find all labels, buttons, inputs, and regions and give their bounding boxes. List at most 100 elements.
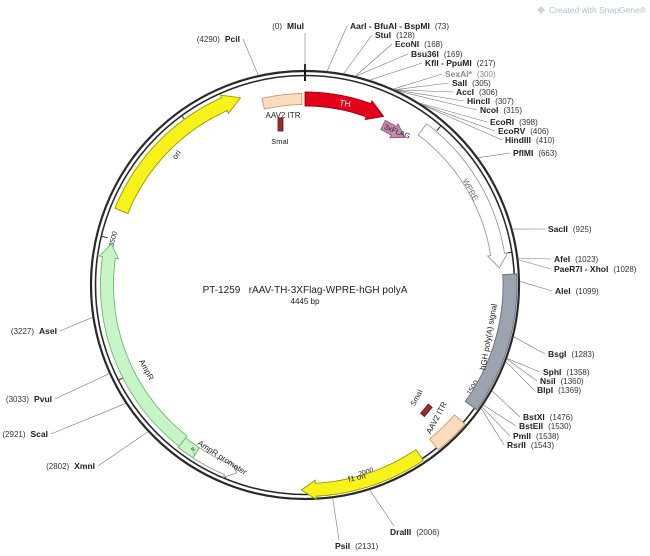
site-label: SalI (305): [452, 78, 491, 88]
map-title: PT-1259 rAAV-TH-3XFlag-WPRE-hGH polyA: [203, 285, 408, 296]
site-name: MluI: [287, 21, 304, 31]
tick-mark: [101, 235, 108, 239]
feature-shape: [300, 448, 424, 501]
feature-label: bl...: [189, 446, 199, 456]
site-name: AseI: [39, 326, 57, 336]
site-name: PmlI: [513, 431, 531, 441]
site-position: (2921): [2, 430, 25, 439]
site-name: XmnI: [74, 461, 95, 471]
site-name: NsiI: [540, 376, 556, 386]
site-connector: [481, 406, 511, 437]
site-connector: [326, 25, 348, 72]
watermark: Created with SnapGene®: [549, 5, 647, 15]
site-position: (925): [573, 225, 592, 234]
site-label: SexAI* (300): [445, 69, 496, 79]
feature: SmaI: [408, 388, 433, 418]
site-position: (1530): [548, 422, 571, 431]
site-connector: [332, 498, 340, 541]
site-label: PmlI (1538): [513, 431, 559, 441]
site-position: (1543): [531, 441, 554, 450]
feature-label: SmaI: [408, 388, 424, 408]
feature: 3xFLAG: [380, 119, 412, 141]
site-connector: [395, 89, 454, 93]
site-position: (2006): [416, 528, 439, 537]
site-connector: [50, 403, 126, 435]
site-position: (1538): [536, 432, 559, 441]
site-name: StuI: [375, 30, 391, 40]
site-position: (1360): [561, 377, 584, 386]
feature-shape: [261, 93, 303, 110]
site-connector: [369, 489, 395, 527]
site-name: AleI: [555, 286, 571, 296]
site-label: SphI (1358): [543, 367, 590, 377]
site-connector: [422, 104, 503, 141]
site-position: (3033): [6, 395, 29, 404]
site-position: (2802): [46, 462, 69, 471]
site-label: EcoRV (406): [498, 126, 549, 136]
site-label: BsgI (1283): [548, 349, 595, 359]
site-label: BstXI (1476): [523, 412, 573, 422]
site-name: AarI - BfuAI - BspMI: [350, 21, 430, 31]
site-name: SphI: [543, 367, 561, 377]
site-name: PsiI: [335, 541, 350, 551]
site-name: RsrII: [507, 440, 526, 450]
site-connector: [506, 358, 541, 373]
site-connector: [397, 90, 478, 111]
feature-shape: [98, 243, 188, 447]
site-position: (307): [495, 97, 514, 106]
tick-mark: [436, 125, 442, 131]
site-position: (2131): [355, 542, 378, 551]
site-label: (0) MluI: [272, 21, 304, 31]
feature-shape: [114, 94, 242, 215]
site-connector: [369, 62, 423, 81]
site-position: (1476): [550, 413, 573, 422]
site-connector: [483, 404, 517, 427]
site-label: (2802) XmnI: [46, 461, 95, 471]
feature-label: AAV2 ITR: [266, 111, 301, 120]
site-position: (169): [444, 50, 463, 59]
feature-shape: [428, 414, 466, 451]
site-position: (1358): [566, 368, 589, 377]
feature-shape: [277, 117, 284, 132]
site-label: BstEII (1530): [519, 421, 572, 431]
site-connector: [506, 358, 538, 382]
site-position: (217): [477, 59, 496, 68]
site-connector: [480, 408, 505, 446]
site-label: AarI - BfuAI - BspMI (73): [350, 21, 449, 31]
tick-label: 3500: [109, 231, 119, 248]
site-name: BlpI: [537, 385, 553, 395]
tick-label: 2000: [358, 467, 375, 479]
site-label: SacII (925): [548, 224, 592, 234]
feature-shape: [464, 273, 518, 411]
feature: f1 ori: [300, 448, 424, 501]
site-connector: [394, 82, 450, 90]
site-label: PsiI (2131): [335, 541, 379, 551]
watermark-icon: [537, 6, 545, 14]
site-position: (73): [435, 22, 450, 31]
site-position: (398): [519, 118, 538, 127]
site-connector: [59, 317, 93, 332]
site-label: HindIII (410): [505, 135, 555, 145]
feature: AAV2 ITR: [261, 93, 303, 120]
site-label: DraIII (2006): [390, 527, 440, 537]
site-connector: [395, 89, 465, 102]
site-position: (128): [396, 31, 415, 40]
site-connector: [519, 280, 553, 292]
site-position: (1283): [571, 350, 594, 359]
site-name: DraIII: [390, 527, 411, 537]
site-position: (1099): [576, 287, 599, 296]
site-name: BstXI: [523, 412, 545, 422]
site-label: NcoI (315): [480, 105, 522, 115]
site-connector: [513, 336, 546, 355]
feature-label: SmaI: [271, 137, 289, 146]
site-name: BsgI: [548, 349, 566, 359]
site-name: KflI - PpuMI: [425, 58, 472, 68]
site-name: EcoNI: [395, 39, 419, 49]
site-connector: [518, 257, 552, 260]
site-name: PvuI: [34, 394, 52, 404]
site-connector: [242, 38, 259, 76]
site-label: AccI (306): [456, 87, 498, 97]
site-connector: [97, 431, 149, 467]
site-label: (3227) AseI: [11, 326, 57, 336]
